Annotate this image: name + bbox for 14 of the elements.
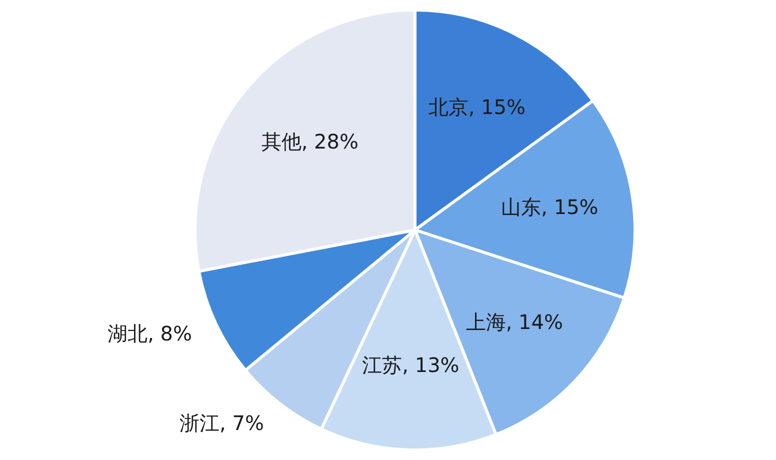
- slice-label: 浙江: [180, 411, 220, 436]
- slice-label: 其他: [261, 130, 302, 154]
- data-label: , 7%: [220, 411, 264, 436]
- data-label: , 28%: [301, 130, 358, 154]
- data-label: , 8%: [148, 321, 192, 346]
- slice-label: 山东: [501, 195, 542, 220]
- slice-label: 上海: [466, 310, 506, 334]
- data-label: , 13%: [402, 352, 460, 377]
- slice-label: 江苏: [362, 352, 402, 377]
- slice-label: 北京: [428, 94, 468, 119]
- slice-label: 湖北: [108, 321, 148, 346]
- data-label: , 15%: [541, 195, 598, 220]
- data-label: , 14%: [506, 310, 564, 334]
- data-label: , 15%: [468, 94, 526, 119]
